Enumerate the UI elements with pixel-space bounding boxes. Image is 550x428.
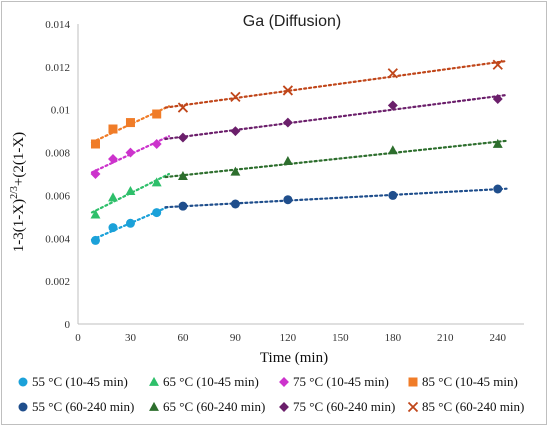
data-point — [388, 190, 398, 200]
legend-marker — [407, 401, 419, 413]
data-point — [387, 68, 398, 79]
y-tick-label: 0.008 — [45, 148, 70, 160]
trendline — [164, 139, 508, 179]
y-tick-label: 0.01 — [51, 105, 70, 117]
y-tick-label: 0.004 — [45, 233, 70, 245]
y-tick-label: 0 — [65, 319, 71, 331]
data-points — [90, 59, 503, 245]
legend-label: 85 °C (60-240 min) — [422, 399, 524, 414]
y-tick-label: 0.014 — [45, 19, 70, 31]
data-point — [125, 118, 135, 128]
legend-marker — [149, 401, 159, 411]
data-point — [282, 117, 293, 128]
x-tick-label: 120 — [280, 332, 297, 344]
legend-item: 75 °C (60-240 min) — [279, 399, 395, 414]
y-tick-label: 0.006 — [45, 190, 70, 202]
data-point — [178, 201, 188, 211]
legend-item: 85 °C (60-240 min) — [407, 399, 524, 414]
plot-area: 0 0.002 0.004 0.006 0.008 0.01 0.012 0.014 0 30 6… — [45, 19, 524, 344]
legend-label: 85 °C (10-45 min) — [422, 374, 518, 389]
trendline — [164, 59, 508, 109]
legend-marker — [18, 377, 28, 387]
data-point — [108, 223, 118, 233]
y-axis-label-base: 1-3(1-X) — [11, 199, 27, 252]
data-point — [125, 147, 136, 158]
legend-label: 55 °C (10-45 min) — [32, 374, 128, 389]
data-point — [282, 85, 294, 96]
trendline — [164, 187, 508, 209]
data-point — [151, 177, 162, 187]
x-tick-label: 0 — [75, 332, 81, 344]
data-point — [230, 91, 241, 102]
y-tick-labels: 0 0.002 0.004 0.006 0.008 0.01 0.012 0.014 — [45, 19, 70, 331]
data-point — [125, 218, 135, 228]
x-axis-label: Time (min) — [260, 350, 328, 366]
legend-item: 65 °C (10-45 min) — [149, 374, 259, 389]
legend-item: 65 °C (60-240 min) — [149, 399, 265, 414]
legend-item: 75 °C (10-45 min) — [279, 374, 389, 389]
data-point — [177, 170, 188, 180]
data-point — [125, 185, 136, 195]
legend-label: 75 °C (60-240 min) — [293, 399, 395, 414]
x-tick-label: 180 — [385, 332, 402, 344]
data-point — [90, 209, 101, 219]
y-axis-label: 1-3(1-X)2/3+(2(1-X) — [9, 132, 27, 252]
data-point — [387, 100, 398, 111]
legend-label: 75 °C (10-45 min) — [293, 374, 389, 389]
x-tick-label: 210 — [437, 332, 454, 344]
trendline — [164, 93, 508, 141]
data-point — [230, 199, 240, 209]
data-point — [387, 145, 398, 155]
x-tick-labels: 0 30 60 90 120 150 180 210 240 — [75, 332, 506, 344]
x-tick-label: 150 — [332, 332, 349, 344]
data-point — [152, 208, 162, 218]
legend-item: 55 °C (10-45 min) — [18, 374, 128, 389]
data-point — [152, 109, 162, 119]
data-point — [90, 169, 101, 179]
y-tick-label: 0.012 — [45, 62, 70, 74]
legend-label: 65 °C (60-240 min) — [163, 399, 265, 414]
data-point — [108, 154, 118, 164]
data-point — [492, 138, 503, 148]
data-point — [230, 126, 241, 137]
data-point — [177, 102, 189, 113]
data-point — [177, 132, 188, 143]
data-point — [230, 166, 241, 176]
legend-label: 65 °C (10-45 min) — [163, 374, 259, 389]
y-tick-label: 0.002 — [45, 276, 70, 288]
legend-marker — [408, 377, 418, 387]
data-point — [151, 139, 162, 149]
x-tick-label: 30 — [125, 332, 137, 344]
x-tick-label: 240 — [490, 332, 507, 344]
data-point — [108, 124, 118, 134]
data-point — [283, 195, 293, 205]
legend-item: 85 °C (10-45 min) — [408, 374, 518, 389]
y-axis-label-sup: 2/3 — [9, 186, 20, 199]
data-point — [493, 184, 503, 194]
legend: 55 °C (10-45 min) 65 °C (10-45 min) 75 °C … — [18, 374, 524, 414]
legend-marker — [279, 402, 289, 412]
legend-marker — [18, 402, 28, 412]
y-axis-label-tail: +(2(1-X) — [11, 132, 27, 186]
x-tick-label: 60 — [177, 332, 189, 344]
data-point — [90, 235, 100, 245]
legend-marker — [279, 377, 289, 387]
data-point — [282, 155, 293, 165]
data-point — [492, 59, 503, 70]
data-point — [108, 192, 118, 202]
legend-label: 55 °C (60-240 min) — [32, 399, 134, 414]
chart-title: Ga (Diffusion) — [243, 13, 341, 30]
legend-marker — [149, 376, 159, 386]
data-point — [90, 139, 100, 149]
data-point — [492, 94, 503, 104]
legend-item: 55 °C (60-240 min) — [18, 399, 134, 414]
x-tick-label: 90 — [230, 332, 242, 344]
